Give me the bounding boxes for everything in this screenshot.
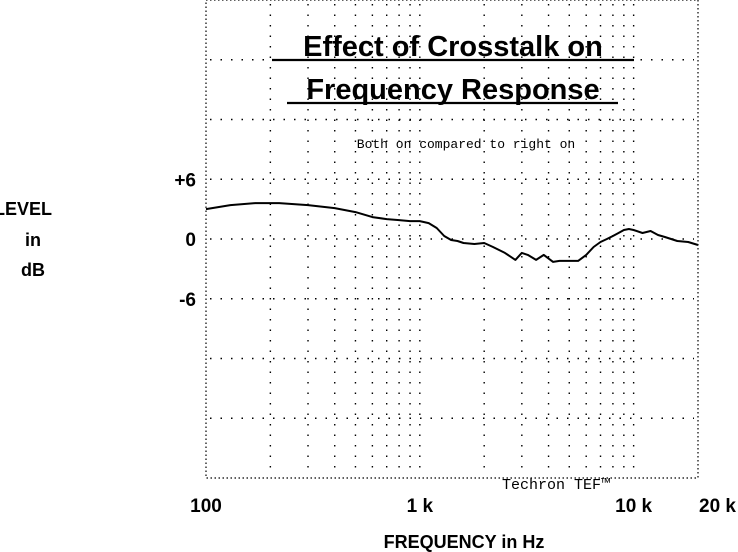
chart-title-line1: Effect of Crosstalk on — [303, 31, 603, 63]
x-tick-label-2: 10 k — [615, 496, 652, 517]
y-tick-label-2: -6 — [179, 290, 196, 311]
brand-watermark: Techron TEF™ — [502, 477, 610, 494]
x-tick-labels: 100 1 k 10 k 20 k — [190, 496, 736, 517]
x-tick-label-1: 1 k — [407, 496, 434, 517]
x-axis-label: FREQUENCY in Hz — [384, 532, 545, 552]
y-axis-label-line3: dB — [21, 260, 45, 280]
y-tick-label-0: +6 — [174, 170, 196, 191]
series-line-0 — [205, 202, 699, 263]
x-tick-label-3: 20 k — [699, 496, 736, 517]
series-layer — [205, 202, 699, 263]
y-tick-labels: +6 0 -6 — [174, 170, 196, 311]
chart-subtitle: Both on compared to right on — [357, 137, 575, 152]
y-axis-label-line1: LEVEL — [0, 199, 52, 219]
x-tick-label-0: 100 — [190, 496, 222, 517]
y-tick-label-1: 0 — [185, 230, 196, 251]
plot-frame — [205, 0, 699, 479]
chart-title-line2: Frequency Response — [306, 74, 599, 106]
y-axis-label-line2: in — [25, 230, 41, 250]
